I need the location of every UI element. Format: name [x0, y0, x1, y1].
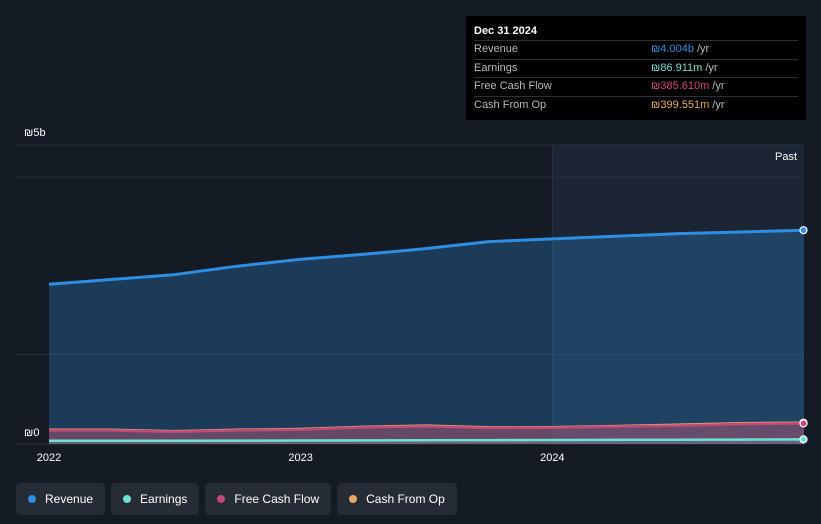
y-axis-bottom-label: ₪0	[24, 427, 39, 439]
tooltip-unit: /yr	[712, 80, 725, 92]
earnings-line	[48, 438, 805, 443]
tooltip-label: Revenue	[474, 43, 519, 55]
revenue-dot-icon	[28, 495, 36, 503]
legend-label: Earnings	[140, 492, 188, 506]
tooltip-value: ₪399.551m	[651, 98, 710, 111]
past-label: Past	[775, 151, 797, 163]
tooltip-label: Cash From Op	[474, 98, 547, 111]
tooltip-date: Dec 31 2024	[474, 25, 537, 37]
tooltip-value: ₪385.610m	[651, 80, 710, 92]
free-cash-flow-dot-icon	[217, 495, 226, 503]
y-axis-top-label: ₪5b	[24, 127, 46, 139]
tooltip-row-revenue: Revenue ₪4.004b /yr	[474, 40, 798, 59]
tooltip-unit: /yr	[697, 43, 710, 55]
data-tooltip: Dec 31 2024 Revenue ₪4.004b /yr Earnings…	[466, 16, 806, 120]
legend-item-earnings[interactable]: Earnings	[111, 483, 200, 515]
legend-label: Free Cash Flow	[234, 492, 320, 506]
earnings-end-point	[799, 435, 808, 444]
legend-label: Revenue	[45, 492, 94, 506]
x-tick-label: 2024	[540, 452, 564, 464]
tooltip-row-cash-from-op: Cash From Op ₪399.551m /yr	[474, 95, 798, 115]
earnings-dot-icon	[123, 495, 132, 503]
tooltip-label: Free Cash Flow	[474, 80, 552, 92]
tooltip-unit: /yr	[705, 61, 718, 74]
tooltip-unit: /yr	[712, 98, 725, 111]
past-region	[552, 145, 804, 444]
tooltip-row-free-cash-flow: Free Cash Flow ₪385.610m /yr	[474, 77, 798, 96]
chart-area: ₪5b ₪0 Past 2022 2023 2024	[16, 127, 808, 464]
legend-item-free-cash-flow[interactable]: Free Cash Flow	[205, 483, 332, 515]
cash-from-op-dot-icon	[349, 495, 358, 503]
legend-item-revenue[interactable]: Revenue	[16, 483, 106, 515]
x-tick-label: 2023	[288, 452, 312, 464]
legend-label: Cash From Op	[366, 492, 445, 506]
x-tick-label: 2022	[37, 452, 61, 464]
tooltip-value: ₪86.911m	[651, 61, 703, 74]
free-cash-flow-end-point	[799, 419, 808, 428]
legend-item-cash-from-op[interactable]: Cash From Op	[337, 483, 457, 515]
tooltip-label: Earnings	[474, 61, 518, 74]
revenue-area	[49, 230, 804, 444]
grid-layer	[16, 144, 804, 445]
tooltip-row-earnings: Earnings ₪86.911m /yr	[474, 58, 798, 78]
revenue-end-point	[799, 226, 808, 235]
series-layer	[48, 226, 808, 444]
chart-legend: Revenue Earnings Free Cash Flow Cash Fro…	[16, 483, 457, 515]
revenue-line	[48, 228, 805, 286]
tooltip-value: ₪4.004b	[651, 43, 694, 55]
free-cash-flow-line	[49, 422, 805, 433]
axis-layer: ₪5b ₪0 Past 2022 2023 2024	[24, 127, 797, 464]
